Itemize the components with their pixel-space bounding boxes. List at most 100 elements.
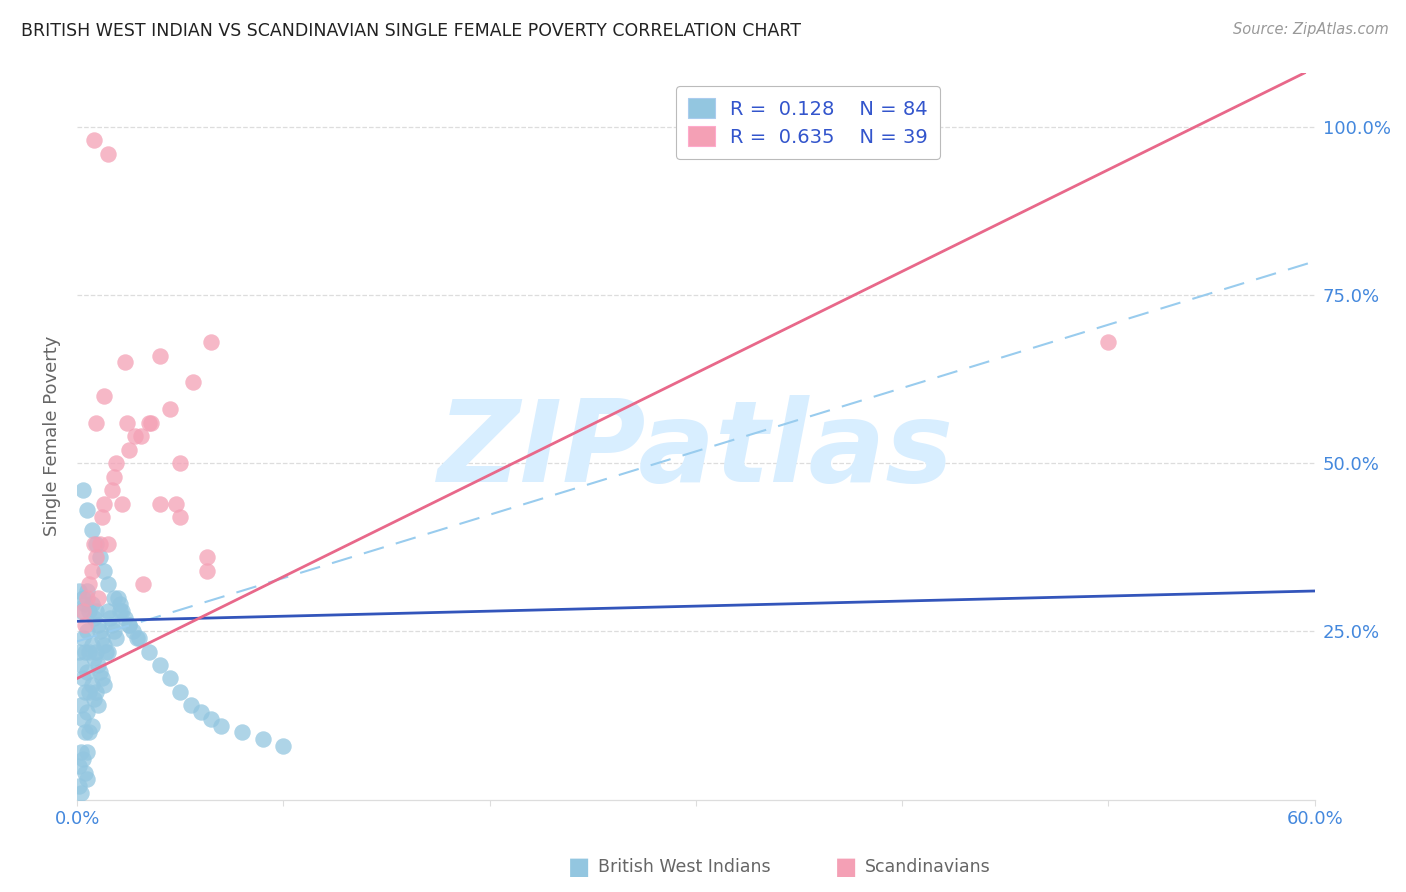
Point (97, 537, 120, 551)
Point (70, 657, 93, 672)
Point (84, 604, 107, 618)
Point (67, 759, 90, 773)
Point (159, 402, 181, 417)
Point (97, 604, 120, 618)
Point (87, 591, 110, 605)
Point (190, 705, 212, 719)
Point (83, 651, 105, 665)
Point (84, 550, 107, 565)
Point (79, 644, 101, 658)
Point (72, 591, 94, 605)
Point (181, 376, 204, 390)
Point (93, 638, 115, 652)
Point (149, 349, 172, 363)
Point (72, 752, 94, 766)
Point (83, 691, 105, 706)
Point (169, 685, 191, 699)
Point (90, 631, 112, 645)
Point (105, 631, 128, 645)
Point (83, 133, 105, 147)
Point (80, 524, 103, 538)
Point (70, 786, 93, 800)
Point (149, 496, 172, 510)
Point (103, 469, 125, 483)
Point (84, 644, 107, 658)
Point (128, 631, 150, 645)
Text: Scandinavians: Scandinavians (865, 858, 990, 876)
Point (80, 718, 103, 732)
Point (80, 638, 103, 652)
Point (97, 644, 120, 658)
Point (169, 456, 191, 470)
Point (67, 779, 90, 793)
Point (75, 644, 97, 658)
Point (138, 644, 160, 658)
Point (84, 685, 107, 699)
Point (165, 496, 187, 510)
Point (169, 510, 191, 524)
Point (72, 712, 94, 726)
Point (70, 604, 93, 618)
Point (98, 611, 121, 625)
Point (111, 496, 134, 510)
Point (80, 678, 103, 692)
Point (200, 712, 222, 726)
Point (76, 624, 98, 639)
Point (84, 416, 107, 430)
Point (93, 389, 115, 403)
Point (84, 537, 107, 551)
Point (70, 698, 93, 713)
Point (80, 564, 103, 578)
Point (195, 550, 218, 565)
Point (72, 483, 94, 497)
Point (105, 456, 128, 470)
Point (90, 510, 112, 524)
Point (211, 718, 233, 732)
Point (273, 739, 295, 753)
Text: British West Indians: British West Indians (598, 858, 770, 876)
Point (138, 416, 160, 430)
Point (87, 698, 110, 713)
Point (83, 611, 105, 625)
Point (180, 698, 202, 713)
Point (87, 617, 110, 632)
Point (111, 604, 134, 618)
Point (75, 725, 97, 739)
Point (80, 598, 103, 612)
Point (76, 591, 98, 605)
Point (90, 672, 112, 686)
Point (79, 604, 101, 618)
Point (76, 584, 98, 599)
Point (110, 604, 132, 618)
Y-axis label: Single Female Poverty: Single Female Poverty (44, 336, 60, 536)
Point (89, 624, 111, 639)
Text: BRITISH WEST INDIAN VS SCANDINAVIAN SINGLE FEMALE POVERTY CORRELATION CHART: BRITISH WEST INDIAN VS SCANDINAVIAN SING… (21, 22, 801, 40)
Point (89, 550, 111, 565)
Point (118, 442, 141, 457)
Point (125, 631, 148, 645)
Point (114, 355, 136, 369)
Point (75, 685, 97, 699)
Point (76, 705, 98, 719)
Point (107, 591, 129, 605)
Point (75, 765, 97, 780)
Point (75, 598, 97, 612)
Point (118, 617, 141, 632)
Text: ■: ■ (568, 855, 591, 879)
Point (93, 678, 115, 692)
Point (87, 657, 110, 672)
Point (101, 483, 124, 497)
Point (94, 644, 117, 658)
Point (132, 577, 155, 591)
Point (252, 731, 274, 746)
Point (79, 685, 101, 699)
Point (72, 631, 94, 645)
Point (75, 617, 97, 632)
Point (141, 416, 163, 430)
Point (195, 564, 218, 578)
Text: Source: ZipAtlas.com: Source: ZipAtlas.com (1233, 22, 1389, 37)
Point (67, 584, 90, 599)
Point (115, 416, 138, 430)
Point (93, 564, 115, 578)
Text: ZIPatlas: ZIPatlas (437, 395, 953, 507)
